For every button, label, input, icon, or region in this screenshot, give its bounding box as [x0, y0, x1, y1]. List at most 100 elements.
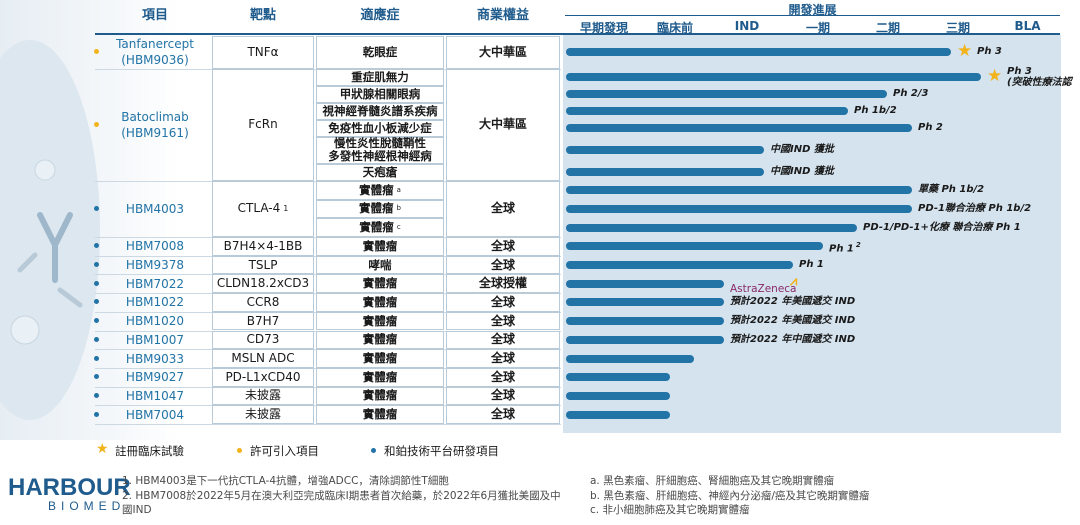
stage-header: IND: [734, 19, 760, 33]
indication-cell: 實體瘤: [316, 349, 444, 368]
indication-name: 實體瘤: [362, 351, 398, 366]
project-name: HBM1020: [125, 314, 185, 329]
progress-label-text: Ph 1b/2: [854, 105, 897, 117]
progress-bar: [566, 261, 793, 270]
indication-cell: 實體瘤: [316, 330, 444, 350]
progress-label-text: 單藥 Ph 1b/2: [918, 184, 985, 196]
progress-label: 中國IND 獲批: [770, 144, 834, 155]
indication-cell: 天疱瘡: [316, 163, 444, 181]
progress-bar: [566, 279, 724, 288]
platform-dot-icon: [94, 355, 99, 361]
target-cell: B7H7: [212, 311, 314, 331]
stage-header: 三期: [945, 21, 970, 35]
rights-cell: 全球: [446, 180, 560, 237]
indication-cell: 甲狀腺相關眼病: [316, 85, 444, 103]
progress-bar: [566, 298, 724, 307]
progress-label: Ph 3: [977, 46, 1002, 57]
rights-cell: 全球: [446, 311, 560, 331]
target-cell: MSLN ADC: [212, 349, 314, 368]
indication-name: 實體瘤: [362, 369, 398, 384]
indication-name: 實體瘤: [362, 388, 398, 403]
header-target: 靶點: [249, 8, 276, 23]
indication-name: 視神經脊髓炎譜系疾病: [322, 103, 438, 118]
target-name: CLDN18.2xCD3: [216, 276, 310, 291]
development-panel: [563, 35, 1061, 433]
project-name: HBM1022: [125, 295, 185, 310]
target-name: TSLP: [248, 257, 278, 272]
indication-cell: 實體瘤: [316, 405, 444, 424]
rights-cell: 全球: [446, 330, 560, 350]
progress-footnote-marker: 2: [855, 241, 861, 250]
row-divider: [95, 424, 561, 425]
platform-dot-icon: [94, 392, 99, 398]
progress-bar: [566, 223, 857, 232]
licensed-dot-icon: [94, 121, 99, 127]
indication-cell: 乾眼症: [316, 36, 444, 69]
platform-dot-icon: [94, 374, 99, 380]
target-name: PD-L1xCD40: [225, 369, 301, 384]
header-rule: [95, 33, 1060, 35]
project-name: HBM1047: [125, 388, 185, 403]
footnote-2: 2. HBM7008於2022年5月在澳大利亞完成臨床I期患者首次給藥，於202…: [122, 490, 561, 502]
progress-label: Ph 1b/2: [854, 105, 897, 116]
progress-bar: [566, 373, 670, 382]
target-cell: PD-L1xCD40: [212, 367, 314, 387]
target-cell: CCR8: [212, 293, 314, 312]
indication-cell: 實體瘤: [316, 274, 444, 294]
partner-astrazeneca: AstraZeneca: [730, 282, 797, 295]
stage-header: 二期: [875, 21, 900, 35]
progress-bar: [566, 107, 848, 116]
footnote-1: 1. HBM4003是下一代抗CTLA-4抗體，增強ADCC，清除調節性T細胞: [122, 475, 449, 487]
progress-bar: [566, 186, 912, 195]
legend-platform: 和鉑技術平台研發項目: [384, 444, 499, 458]
indication-footnote-marker: b: [396, 204, 401, 213]
target-cell: TNFα: [212, 36, 314, 69]
indication-name: 實體瘤: [359, 220, 394, 235]
platform-dot-icon: [94, 205, 99, 211]
indication-name: 實體瘤: [362, 276, 398, 291]
indication-cell: 實體瘤: [316, 367, 444, 387]
project-name: Batoclimab (HBM9161): [121, 109, 189, 140]
progress-bar: [566, 242, 823, 251]
progress-bar: [566, 335, 724, 344]
licensed-dot-icon: [94, 49, 99, 55]
rights-cell: 全球: [446, 367, 560, 387]
project-name: HBM9378: [125, 258, 185, 273]
rights-cell: 大中華區: [446, 68, 560, 181]
progress-bar: [566, 204, 912, 213]
progress-label-text: PD-1聯合治療 Ph 1b/2: [918, 202, 1032, 214]
header-development: 開發進展: [788, 3, 837, 17]
indication-name: 乾眼症: [362, 44, 398, 59]
header-development-rule: [565, 15, 1060, 16]
platform-dot-icon: [94, 262, 99, 268]
target-cell: CLDN18.2xCD3: [212, 274, 314, 294]
progress-bar: [566, 146, 764, 155]
progress-label: Ph 1: [799, 259, 824, 270]
indication-name: 免疫性血小板減少症: [328, 120, 432, 135]
target-cell: FcRn: [212, 68, 314, 181]
progress-label-text: 預計2022 年美國遞交 IND: [730, 296, 856, 308]
indication-name: 實體瘤: [362, 313, 398, 328]
platform-dot-icon: [94, 299, 99, 305]
logo-biomed: BIOMED: [48, 499, 126, 513]
rights-cell: 大中華區: [446, 36, 560, 69]
target-name: 未披露: [244, 407, 281, 422]
indication-name: 實體瘤: [359, 201, 394, 216]
target-name: 未披露: [244, 388, 281, 403]
target-name: MSLN ADC: [231, 351, 295, 366]
progress-label-text: Ph 2: [918, 122, 943, 134]
indication-footnote-marker: a: [396, 185, 401, 194]
platform-dot-icon: [94, 280, 99, 286]
progress-bar: [566, 391, 670, 400]
indication-cell: 實體瘤 a: [316, 180, 444, 200]
indication-name: 慢性炎性脫髓鞘性 多發性神經根神經病: [328, 136, 432, 164]
rights-cell: 全球: [446, 237, 560, 256]
target-cell: B7H4×4-1BB: [212, 237, 314, 256]
platform-dot-icon: [94, 336, 99, 342]
footnote-2-cont: 國IND: [122, 504, 152, 516]
indication-name: 實體瘤: [362, 238, 398, 253]
progress-bar: [566, 168, 764, 177]
platform-dot-icon: [94, 411, 99, 417]
indication-name: 實體瘤: [362, 294, 398, 309]
stage-header: 一期: [805, 21, 830, 35]
